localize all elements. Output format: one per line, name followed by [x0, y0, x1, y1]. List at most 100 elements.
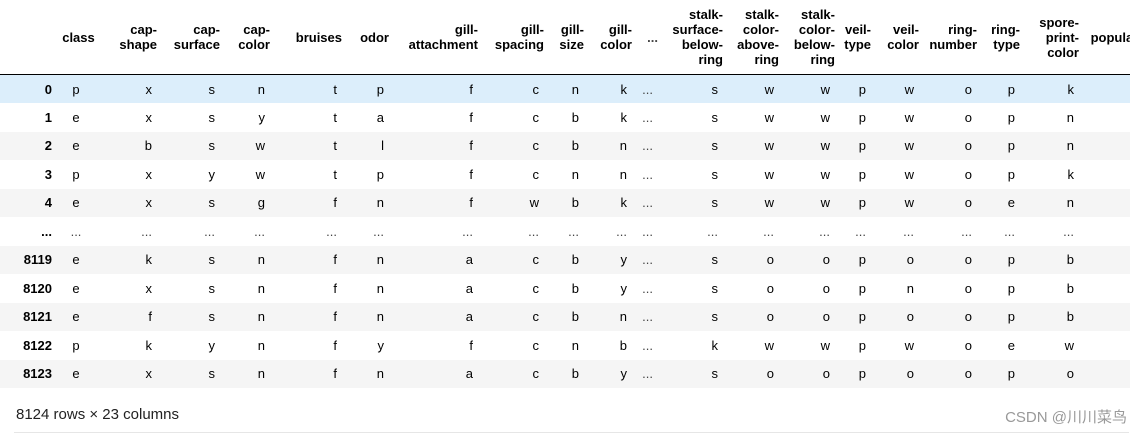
table-cell: s: [208, 366, 216, 382]
table-cell: p: [858, 81, 866, 97]
table-row[interactable]: 3 p x y w t p f c n n... s w w p w o p k: [0, 160, 1130, 189]
column-header: population: [1082, 0, 1130, 75]
table-cell: o: [766, 252, 774, 268]
table-cell: c: [532, 81, 540, 97]
table-cell: ...: [642, 337, 653, 353]
table-cell: c: [532, 366, 540, 382]
table-cell: f: [333, 337, 337, 353]
row-index: 3: [44, 166, 52, 182]
watermark-text: CSDN @川川菜鸟: [1005, 409, 1127, 426]
table-cell: ...: [642, 138, 653, 154]
dataframe-table: class cap-shape cap-surface cap-color bruise…: [0, 0, 1130, 388]
table-cell: ...: [254, 223, 265, 239]
table-row[interactable]: 4 e x s g f n f w b k... s w w p w o e n: [0, 188, 1130, 217]
table-cell: s: [711, 366, 719, 382]
column-header: odor: [345, 0, 392, 75]
table-cell: n: [619, 138, 627, 154]
table-row[interactable]: ........................................…: [0, 217, 1130, 246]
table-cell: y: [377, 337, 385, 353]
table-cell: [1082, 246, 1130, 275]
table-cell: o: [906, 309, 914, 325]
table-cell: f: [469, 195, 473, 211]
table-cell: [1082, 217, 1130, 246]
table-cell: y: [258, 109, 266, 125]
table-cell: ...: [642, 252, 653, 268]
table-cell: ...: [70, 223, 82, 239]
column-header: stalk-color-below-ring: [782, 0, 838, 75]
table-cell: p: [858, 337, 866, 353]
table-cell: e: [72, 252, 80, 268]
column-header: gill-spacing: [481, 0, 547, 75]
table-cell: o: [964, 195, 972, 211]
table-row[interactable]: 8120 e x s n f n a c b y... s o o p n o p b: [0, 274, 1130, 303]
column-header: gill-size: [547, 0, 587, 75]
table-cell: n: [1066, 138, 1074, 154]
table-cell: n: [376, 280, 384, 296]
table-cell: t: [333, 109, 337, 125]
table-cell: p: [858, 195, 866, 211]
table-cell: p: [1007, 166, 1015, 182]
column-header: stalk-color-above-ring: [726, 0, 782, 75]
table-cell: w: [764, 138, 774, 154]
table-row[interactable]: 8121 e f s n f n a c b n... s o o p o o p b: [0, 302, 1130, 331]
table-cell: x: [145, 195, 153, 211]
table-cell: g: [257, 195, 265, 211]
table-cell: e: [72, 366, 80, 382]
table-cell: n: [257, 366, 265, 382]
table-cell: w: [820, 337, 830, 353]
table-cell: e: [72, 109, 80, 125]
table-cell: w: [764, 81, 774, 97]
row-index: 4: [44, 195, 52, 211]
table-cell: w: [764, 195, 774, 211]
table-cell: n: [1066, 109, 1074, 125]
table-cell: k: [620, 195, 628, 211]
table-cell: c: [532, 280, 540, 296]
table-cell: s: [711, 138, 719, 154]
table-row[interactable]: 0 p x s n t p f c n k... s w w p w o p k: [0, 74, 1130, 103]
table-cell: w: [764, 109, 774, 125]
table-cell: n: [376, 195, 384, 211]
table-cell: b: [619, 337, 627, 353]
table-cell: p: [1007, 280, 1015, 296]
column-header: bruises: [273, 0, 345, 75]
table-cell: ...: [763, 223, 774, 239]
table-cell: o: [964, 280, 972, 296]
table-cell: y: [620, 366, 628, 382]
table-cell: a: [465, 366, 473, 382]
table-cell: ...: [462, 223, 473, 239]
table-cell: w: [529, 195, 539, 211]
table-row[interactable]: 8122 p k y n f y f c n b... k w w p w o e w: [0, 331, 1130, 360]
table-cell: n: [257, 81, 265, 97]
table-cell: s: [711, 109, 719, 125]
table-cell: n: [619, 309, 627, 325]
table-row[interactable]: 1 e x s y t a f c b k... s w w p w o p n: [0, 103, 1130, 132]
table-cell: n: [257, 280, 265, 296]
table-cell: l: [381, 138, 384, 154]
table-cell: c: [532, 337, 540, 353]
column-header: ring-type: [980, 0, 1023, 75]
table-row[interactable]: 8123 e x s n f n a c b y... s o o p o o p o: [0, 359, 1130, 388]
table-cell: k: [1067, 81, 1075, 97]
table-cell: n: [376, 366, 384, 382]
table-cell: e: [72, 195, 80, 211]
table-cell: p: [376, 81, 384, 97]
table-cell: o: [766, 309, 774, 325]
table-cell: w: [904, 138, 914, 154]
table-cell: w: [820, 109, 830, 125]
table-cell: o: [964, 337, 972, 353]
table-cell: f: [333, 280, 337, 296]
table-cell: n: [571, 81, 579, 97]
table-cell: o: [964, 81, 972, 97]
column-header: stalk-surface-below-ring: [661, 0, 726, 75]
table-row[interactable]: 2 e b s w t l f c b n... s w w p w o p n: [0, 131, 1130, 160]
table-cell: e: [1007, 337, 1015, 353]
table-row[interactable]: 8119 e k s n f n a c b y... s o o p o o p b: [0, 245, 1130, 275]
table-cell: p: [858, 366, 866, 382]
table-cell: w: [904, 109, 914, 125]
table-cell: ...: [707, 223, 718, 239]
row-index: 8119: [23, 252, 52, 268]
table-cell: n: [376, 309, 384, 325]
table-cell: ...: [1004, 223, 1015, 239]
table-cell: w: [820, 81, 830, 97]
table-cell: c: [532, 138, 540, 154]
